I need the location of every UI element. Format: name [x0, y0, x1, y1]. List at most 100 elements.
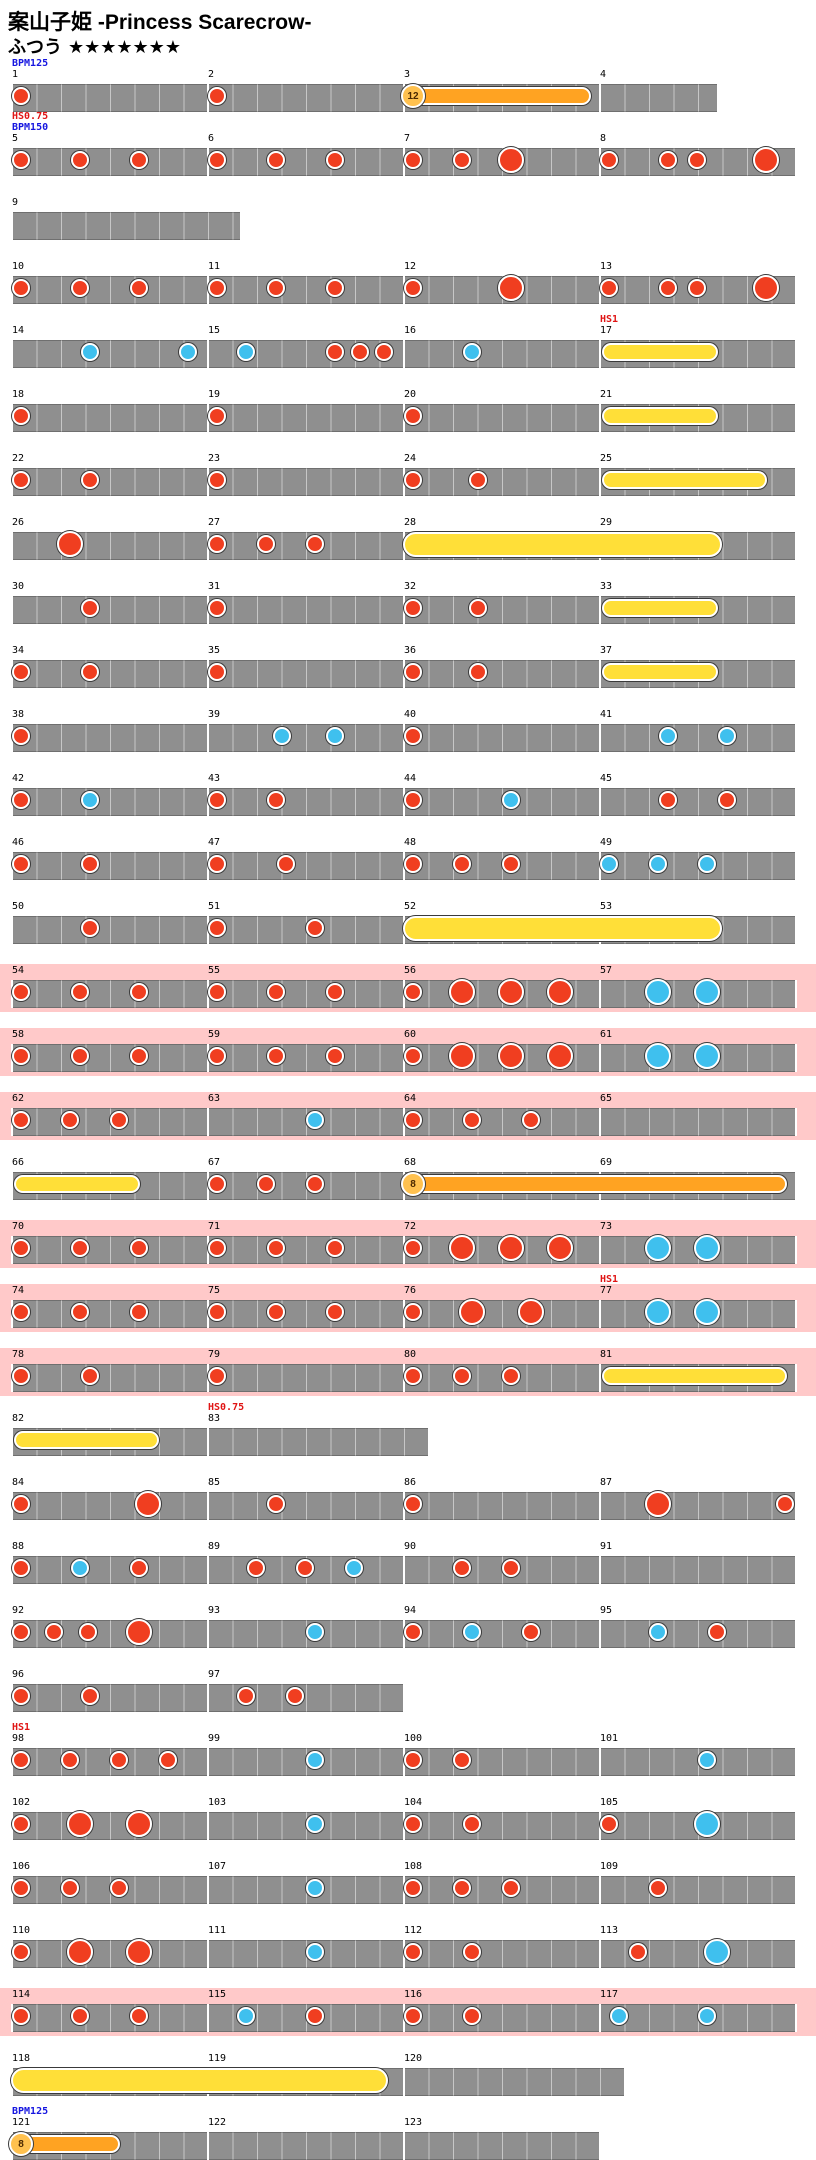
measure-number: 49: [600, 837, 613, 848]
measure-end-line: [795, 1300, 797, 1328]
don-note: [208, 855, 226, 873]
don-note: [688, 279, 707, 297]
measure-number: 45: [600, 773, 613, 784]
measure-number: 30: [12, 581, 25, 592]
measure: [11, 1812, 207, 1840]
measure-number: 24: [404, 453, 417, 464]
measure-number: 88: [12, 1541, 25, 1552]
measure-end-line: [795, 1044, 797, 1072]
measure-number: 103: [208, 1797, 227, 1808]
measure: [403, 596, 599, 624]
don-note: [462, 2007, 481, 2025]
measure: [403, 340, 599, 368]
measure-number: 37: [600, 645, 613, 656]
don-note: [12, 1047, 30, 1065]
don-note: [78, 1623, 97, 1641]
big-ka-note: [703, 1939, 730, 1965]
measure-number: 19: [208, 389, 221, 400]
measure-number: 61: [600, 1029, 613, 1040]
measure: [207, 1620, 403, 1648]
ka-note: [649, 1623, 667, 1641]
ka-note: [325, 727, 344, 745]
measure: [403, 1620, 599, 1648]
don-note: [404, 1239, 422, 1257]
don-note: [462, 1943, 481, 1961]
measure: [207, 852, 403, 880]
measure-number: 109: [600, 1861, 619, 1872]
difficulty-label: ふつう: [8, 37, 62, 57]
don-note: [12, 1559, 30, 1577]
measure-number: 117: [600, 1989, 619, 2000]
don-note: [12, 1687, 30, 1705]
don-note: [129, 1239, 148, 1257]
measure: [599, 1492, 795, 1520]
measure-number: 78: [12, 1349, 25, 1360]
don-note: [306, 535, 324, 553]
measure-number: 95: [600, 1605, 613, 1616]
big-ka-note: [645, 1043, 671, 1069]
don-note: [296, 1559, 315, 1577]
measure: [403, 852, 599, 880]
don-note: [12, 1815, 30, 1833]
don-note: [12, 1303, 30, 1321]
measure-number: 101: [600, 1733, 619, 1744]
measure-number: 33: [600, 581, 613, 592]
measure-number: 107: [208, 1861, 227, 1872]
measure-number: 48: [404, 837, 417, 848]
measure: [11, 1492, 207, 1520]
measure: [11, 276, 207, 304]
don-note: [12, 471, 30, 489]
measure-number: 56: [404, 965, 417, 976]
song-title: 案山子姫 -Princess Scarecrow-: [8, 11, 312, 34]
measure-number: 112: [404, 1925, 423, 1936]
big-don-note: [66, 1939, 93, 1965]
measure-end-line: [795, 276, 797, 304]
measure: [599, 2004, 795, 2032]
measure-number: 5: [12, 133, 19, 144]
don-note: [208, 1047, 226, 1065]
measure: [403, 2068, 625, 2096]
balloon-roll-bar: [406, 1175, 787, 1193]
don-note: [404, 1751, 422, 1769]
don-note: [208, 151, 226, 169]
measure-number: 26: [12, 517, 25, 528]
big-don-note: [498, 1043, 524, 1069]
drumroll-bar: [602, 343, 718, 361]
drumroll-bar: [602, 407, 718, 425]
measure: [599, 852, 795, 880]
don-note: [12, 1239, 30, 1257]
measure: [403, 1556, 599, 1584]
don-note: [404, 727, 422, 745]
don-note: [208, 919, 226, 937]
measure-number: 70: [12, 1221, 25, 1232]
don-note: [70, 2007, 89, 2025]
don-note: [80, 663, 99, 681]
measure: [207, 1236, 403, 1264]
measure: [403, 2132, 599, 2160]
don-note: [129, 151, 148, 169]
measure-end-line: [795, 980, 797, 1008]
don-note: [462, 1111, 481, 1129]
don-note: [61, 1879, 79, 1897]
measure: [11, 724, 207, 752]
ka-note: [609, 2007, 628, 2025]
big-don-note: [547, 1235, 573, 1261]
measure-number: 98: [12, 1733, 25, 1744]
don-note: [306, 2007, 324, 2025]
measure-number: 18: [12, 389, 25, 400]
don-note: [404, 663, 422, 681]
measure-end-line: [795, 724, 797, 752]
measure-number: 75: [208, 1285, 221, 1296]
don-note: [257, 535, 275, 553]
ka-note: [462, 343, 481, 361]
don-note: [12, 87, 30, 105]
big-ka-note: [645, 1235, 671, 1261]
measure-end-line: [428, 1428, 431, 1456]
ka-note: [306, 1623, 324, 1641]
don-note: [45, 1623, 64, 1641]
measure: [207, 1428, 429, 1456]
big-don-note: [547, 1043, 573, 1069]
measure-end-line: [795, 660, 797, 688]
don-note: [129, 2007, 148, 2025]
measure-number: 10: [12, 261, 25, 272]
